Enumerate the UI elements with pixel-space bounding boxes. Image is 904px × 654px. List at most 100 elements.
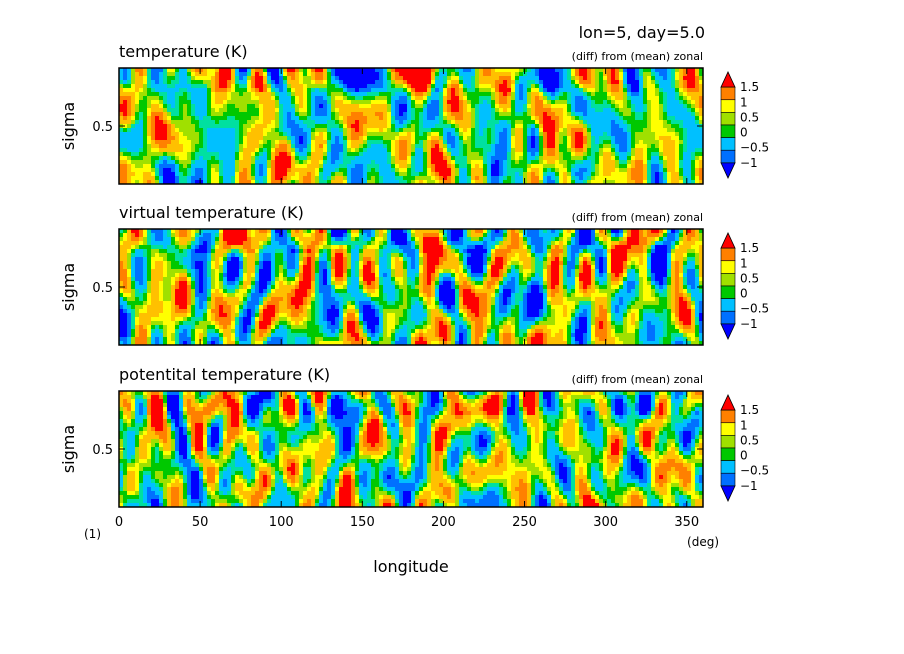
heatmap-cell	[587, 160, 592, 165]
heatmap-cell	[267, 156, 272, 161]
colorbar-label: −1	[740, 156, 758, 170]
heatmap-cell	[319, 108, 324, 113]
heatmap-cell	[207, 140, 212, 145]
heatmap-cell	[159, 84, 164, 89]
heatmap-cell	[607, 148, 612, 153]
heatmap-cell	[523, 100, 528, 105]
heatmap-cell	[639, 164, 644, 169]
heatmap-cell	[615, 176, 620, 181]
heatmap-cell	[151, 237, 156, 242]
heatmap-cell	[595, 176, 600, 181]
heatmap-cell	[323, 128, 328, 133]
heatmap-cell	[483, 156, 488, 161]
heatmap-cell	[507, 92, 512, 97]
heatmap-cell	[463, 176, 468, 181]
heatmap-cell	[599, 128, 604, 133]
heatmap-cell	[379, 104, 384, 109]
heatmap-cell	[479, 68, 484, 73]
heatmap-cell	[519, 233, 524, 238]
heatmap-cell	[239, 100, 244, 105]
heatmap-cell	[667, 229, 672, 234]
heatmap-cell	[311, 88, 316, 93]
heatmap-cell	[327, 116, 332, 121]
heatmap-cell	[695, 160, 700, 165]
heatmap-cell	[631, 176, 636, 181]
heatmap-cell	[235, 136, 240, 141]
heatmap-cell	[235, 132, 240, 137]
heatmap-cell	[347, 104, 352, 109]
heatmap-cell	[439, 172, 444, 177]
heatmap-cell	[191, 112, 196, 117]
heatmap-cell	[475, 233, 480, 238]
heatmap-cell	[427, 168, 432, 173]
heatmap-cell	[259, 152, 264, 157]
heatmap-cell	[239, 152, 244, 157]
heatmap-cell	[519, 112, 524, 117]
heatmap-cell	[415, 148, 420, 153]
heatmap-cell	[323, 233, 328, 238]
heatmap-cell	[623, 172, 628, 177]
heatmap-cell	[511, 120, 516, 125]
heatmap-cell	[291, 84, 296, 89]
heatmap-cell	[255, 229, 260, 234]
heatmap-cell	[407, 148, 412, 153]
heatmap-cell	[143, 164, 148, 169]
heatmap-cell	[127, 132, 132, 137]
heatmap-cell	[351, 148, 356, 153]
heatmap-cell	[411, 229, 416, 234]
heatmap-cell	[667, 144, 672, 149]
heatmap-cell	[399, 100, 404, 105]
heatmap-cell	[431, 241, 436, 246]
heatmap-cell	[391, 156, 396, 161]
heatmap-cell	[355, 140, 360, 145]
heatmap-cell	[495, 112, 500, 117]
heatmap-cell	[463, 152, 468, 157]
heatmap-cell	[279, 140, 284, 145]
heatmap-cell	[147, 136, 152, 141]
heatmap-cell	[659, 112, 664, 117]
panel-title: virtual temperature (K)	[119, 203, 304, 222]
heatmap-cell	[487, 233, 492, 238]
heatmap-cell	[651, 148, 656, 153]
heatmap-cell	[271, 128, 276, 133]
heatmap-cell	[699, 172, 704, 177]
heatmap-cell	[535, 72, 540, 77]
heatmap-cell	[411, 76, 416, 81]
heatmap-cell	[583, 148, 588, 153]
heatmap-cell	[699, 168, 704, 173]
heatmap-cell	[151, 104, 156, 109]
heatmap-cell	[571, 152, 576, 157]
heatmap-cell	[511, 168, 516, 173]
heatmap-cell	[251, 116, 256, 121]
heatmap-cell	[511, 108, 516, 113]
heatmap-cell	[279, 144, 284, 149]
heatmap-cell	[231, 156, 236, 161]
heatmap-cell	[367, 164, 372, 169]
heatmap-cell	[563, 128, 568, 133]
heatmap-cell	[331, 241, 336, 246]
heatmap-cell	[167, 100, 172, 105]
heatmap-cell	[239, 108, 244, 113]
heatmap-cell	[447, 72, 452, 77]
heatmap-cell	[159, 164, 164, 169]
heatmap-cell	[671, 168, 676, 173]
heatmap-cell	[151, 229, 156, 234]
heatmap-cell	[383, 168, 388, 173]
heatmap-cell	[367, 92, 372, 97]
heatmap-cell	[415, 176, 420, 181]
heatmap-cell	[275, 112, 280, 117]
heatmap-cell	[335, 76, 340, 81]
heatmap-cell	[555, 128, 560, 133]
heatmap-cell	[527, 92, 532, 97]
heatmap-cell	[519, 116, 524, 121]
heatmap-cell	[695, 164, 700, 169]
heatmap-cell	[395, 76, 400, 81]
heatmap-cell	[295, 132, 300, 137]
heatmap-cell	[643, 144, 648, 149]
heatmap-cell	[127, 124, 132, 129]
heatmap-cell	[511, 116, 516, 121]
heatmap-cell	[307, 104, 312, 109]
heatmap-cell	[635, 237, 640, 242]
heatmap-cell	[551, 152, 556, 157]
heatmap-cell	[447, 92, 452, 97]
